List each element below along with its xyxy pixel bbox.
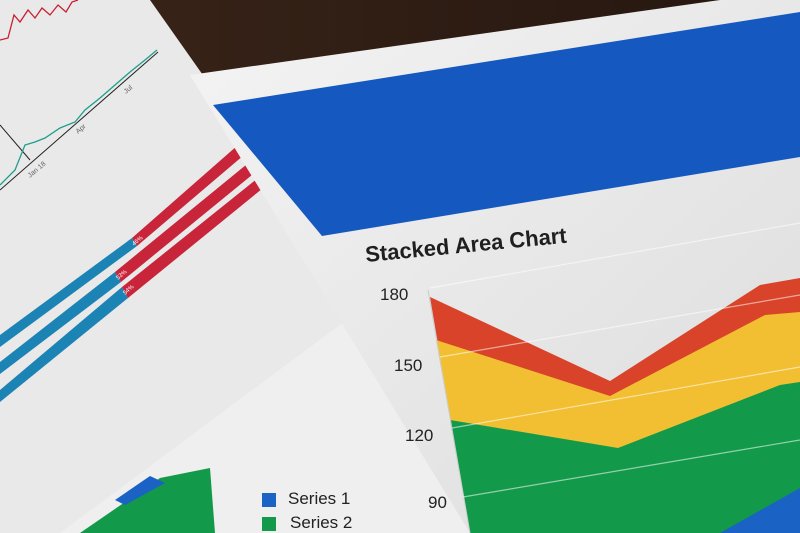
x-tick-jul: Jul [123, 84, 135, 95]
legend-swatch-series-1 [262, 493, 276, 507]
area-blue-small [115, 476, 165, 505]
header-band [213, 12, 800, 236]
y-axis [427, 289, 471, 533]
bar-2-left [0, 272, 121, 374]
y-tick-90: 90 [428, 493, 447, 512]
y-tick-120: 120 [405, 426, 433, 445]
area-series-green [450, 382, 800, 533]
area-series-blue [720, 488, 800, 533]
axis-line [0, 124, 31, 161]
bar-3-left [0, 287, 128, 402]
y-tick-180: 180 [380, 285, 408, 304]
trend-line [0, 51, 159, 191]
bar-chart: 46% 53% 54% [0, 145, 268, 402]
gridlines [429, 222, 800, 498]
bar-2-right [115, 160, 258, 282]
y-tick-150: 150 [394, 356, 422, 375]
red-line-series [0, 0, 79, 41]
right-sheet: Stacked Area Chart 180 150 120 90 [190, 0, 800, 533]
bar-1-left [0, 238, 137, 347]
legend-label-series-2: Series 2 [290, 513, 352, 532]
legend-label-series-1: Series 1 [288, 489, 350, 508]
legend-swatch-series-2 [262, 517, 276, 531]
area-green-small [80, 468, 215, 533]
bar-3-right [122, 174, 268, 298]
bar-1-right [132, 145, 244, 246]
lower-sheet: Series 1 Series 2 [60, 310, 470, 533]
stacked-area-chart [427, 222, 800, 533]
teal-line-series [0, 49, 158, 186]
